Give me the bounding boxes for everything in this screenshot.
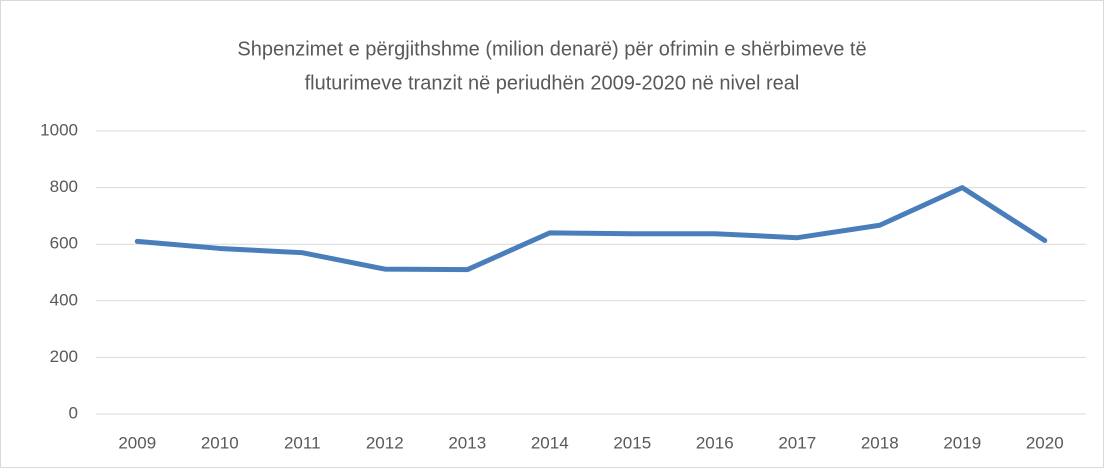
x-tick-label: 2014: [531, 433, 569, 452]
y-tick-label: 0: [69, 403, 78, 422]
x-tick-label: 2012: [366, 433, 404, 452]
y-tick-label: 400: [50, 290, 78, 309]
y-tick-label: 600: [50, 234, 78, 253]
chart-title: Shpenzimet e përgjithshme (milion denarë…: [237, 38, 866, 60]
x-tick-label: 2017: [778, 433, 816, 452]
y-tick-label: 800: [50, 177, 78, 196]
y-tick-label: 200: [50, 347, 78, 366]
x-tick-label: 2015: [613, 433, 651, 452]
x-tick-label: 2018: [861, 433, 899, 452]
x-tick-label: 2020: [1026, 433, 1064, 452]
x-tick-label: 2011: [284, 433, 321, 452]
x-tick-label: 2013: [448, 433, 486, 452]
line-series: [134, 185, 1048, 273]
x-tick-label: 2016: [696, 433, 734, 452]
y-tick-label: 1000: [40, 120, 78, 139]
x-tick-label: 2010: [201, 433, 239, 452]
x-tick-label: 2009: [118, 433, 156, 452]
chart-title: fluturimeve tranzit në periudhën 2009-20…: [305, 72, 800, 94]
x-tick-label: 2019: [943, 433, 981, 452]
